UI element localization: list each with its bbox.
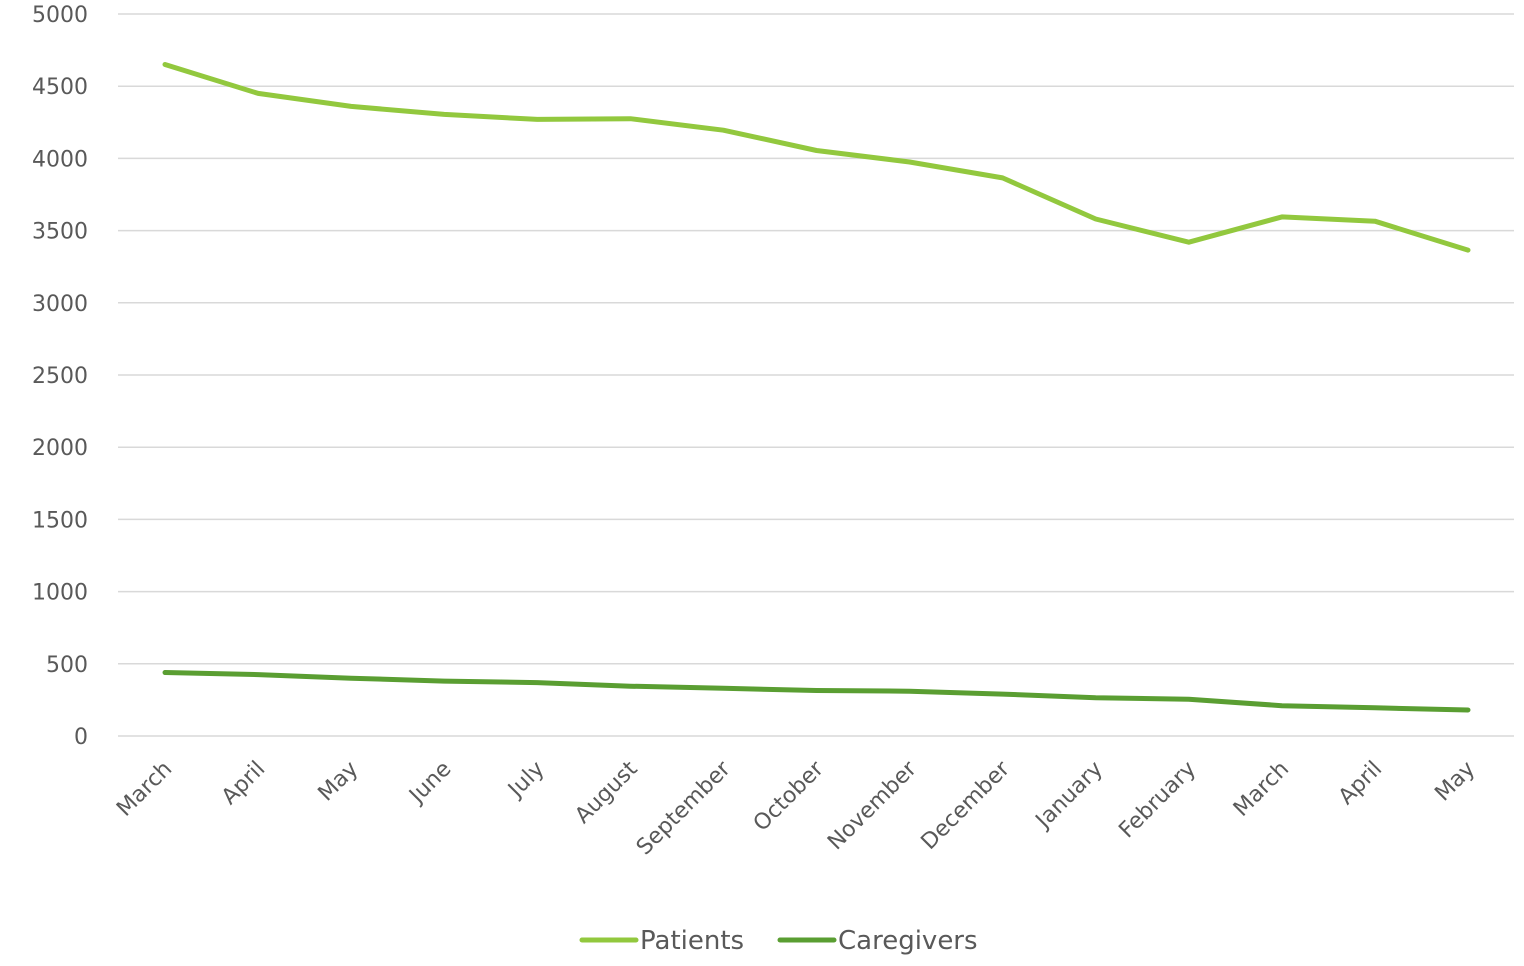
x-tick-label: February [1114,757,1201,844]
y-tick-label: 2000 [32,436,88,461]
gridlines [118,13,1514,737]
legend-label-patients: Patients [640,926,744,956]
series-line-patients [162,62,1471,253]
x-tick-label: July [502,757,549,804]
x-tick-label: May [1430,757,1480,807]
y-tick-label: 4000 [32,147,88,172]
x-tick-label: September [632,756,736,860]
x-tick-label: January [1030,757,1108,835]
y-tick-label: 2500 [32,364,88,389]
x-tick-label: October [749,756,830,837]
x-tick-label: March [112,757,177,822]
x-tick-label: December [917,756,1016,855]
legend: Patients Caregivers [579,926,978,956]
y-tick-label: 1000 [32,581,88,606]
y-tick-label: 5000 [32,3,88,28]
y-tick-label: 3500 [32,220,88,245]
y-axis-ticks: 0 500 1000 1500 2000 2500 3000 3500 4000 4500 5000 [32,3,88,750]
legend-label-caregivers: Caregivers [838,926,978,956]
y-tick-label: 1500 [32,508,88,533]
x-tick-label: November [823,756,922,855]
y-tick-label: 0 [74,725,88,750]
x-tick-label: August [570,756,642,828]
series-lines [162,62,1471,713]
y-tick-label: 4500 [32,75,88,100]
x-tick-label: April [1334,757,1387,810]
x-tick-label: June [403,757,456,810]
y-tick-label: 3000 [32,292,88,317]
series-line-caregivers [162,670,1471,713]
y-tick-label: 500 [46,653,88,678]
x-tick-label: May [314,757,364,807]
x-tick-label: March [1229,757,1294,822]
x-tick-label: April [217,757,270,810]
